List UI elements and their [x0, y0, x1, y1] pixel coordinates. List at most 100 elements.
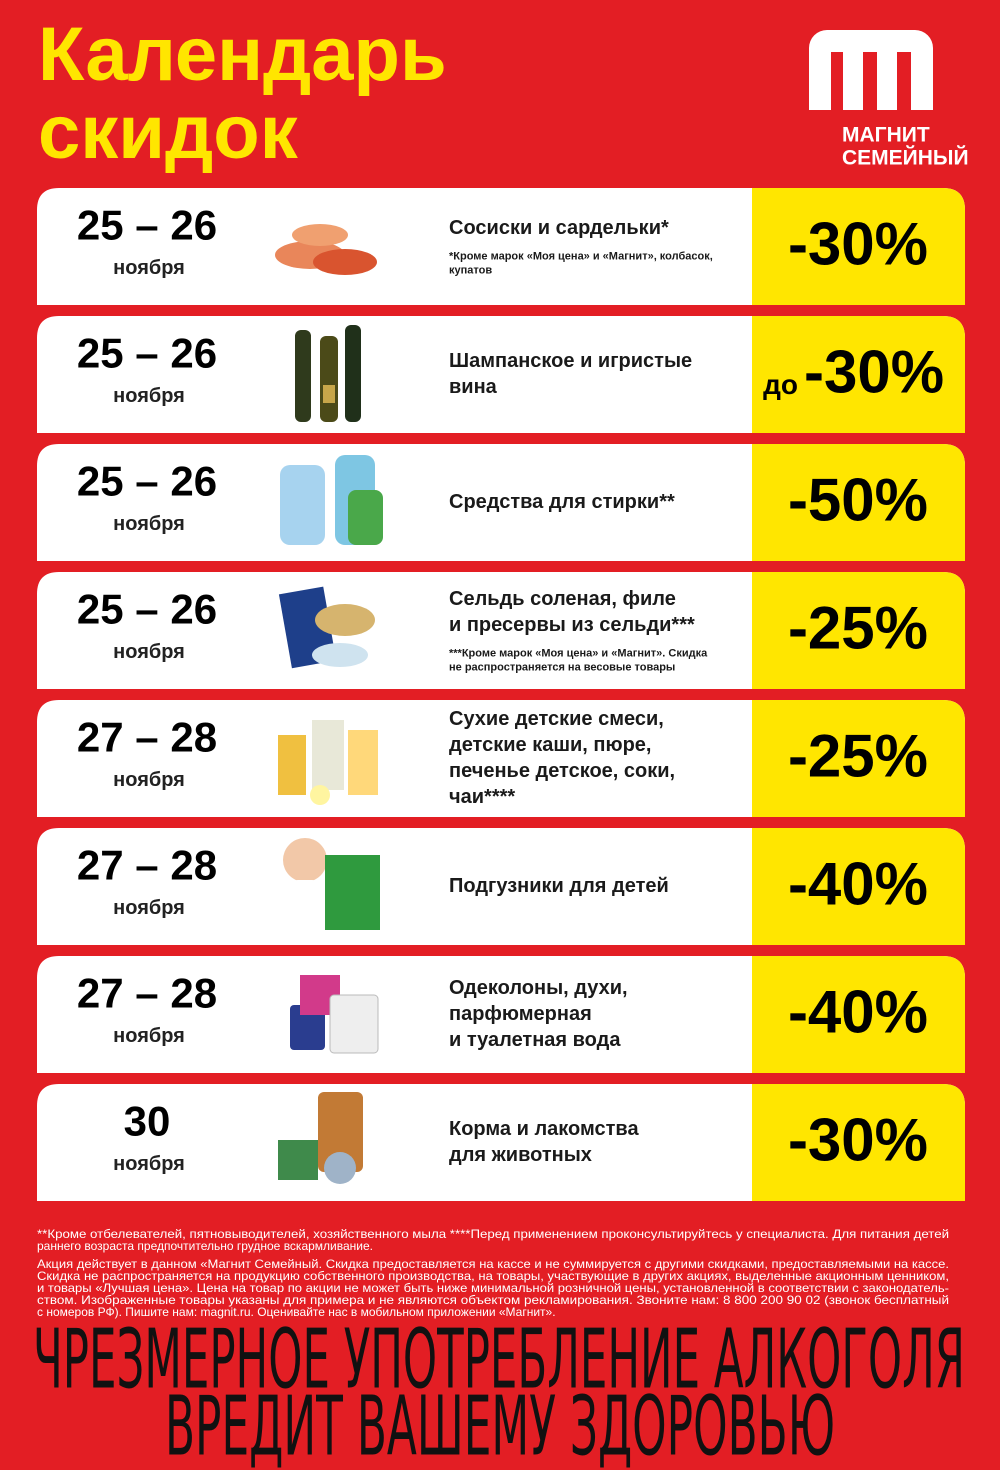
footnote: раннего возраста предпочтительно грудное…	[37, 1239, 373, 1253]
card	[37, 188, 965, 305]
offer-card: 27 – 28 ноября Одеколоны, духи, парфюмерная…	[37, 956, 965, 1073]
discount-prefix: до	[763, 369, 798, 400]
product-name: печенье детское, соки,	[449, 760, 675, 782]
product-name: Корма и лакомства	[449, 1118, 639, 1140]
product-name: Средства для стирки**	[449, 491, 675, 513]
dates: 25 – 26	[77, 330, 217, 377]
product-image	[312, 720, 344, 790]
product-name: Сосиски и сардельки*	[449, 217, 669, 239]
title: скидок	[38, 90, 299, 175]
product-image	[329, 994, 379, 1054]
dates: 30	[124, 1098, 171, 1145]
logo-icon	[809, 30, 933, 110]
product-name: Сухие детские смеси,	[449, 708, 664, 730]
product-image	[318, 1092, 363, 1172]
product-name: Шампанское и игристые	[449, 350, 692, 372]
footnote: Акция действует в данном «Магнит Семейны…	[37, 1257, 949, 1271]
discount: -30%	[788, 210, 928, 277]
discount: -25%	[788, 594, 928, 661]
card	[37, 1084, 965, 1201]
logo-text: МАГНИТ	[842, 124, 930, 147]
product-image	[320, 336, 338, 422]
product-name: Одеколоны, духи,	[449, 977, 628, 999]
month: ноября	[113, 385, 185, 407]
product-name: парфюмерная	[449, 1003, 592, 1025]
product-name: и пресервы из сельди***	[449, 614, 695, 636]
month: ноября	[113, 769, 185, 791]
card	[37, 316, 965, 433]
discount: -40%	[788, 850, 928, 917]
discount-box	[752, 572, 965, 689]
discount-box	[752, 828, 965, 945]
product-image	[315, 604, 375, 636]
card	[37, 572, 965, 689]
offer-card: 30 ноября Корма и лакомства для животных -30…	[37, 1084, 965, 1201]
product-image	[325, 855, 380, 930]
product-image	[292, 224, 348, 246]
product-image	[290, 1005, 325, 1050]
offer-card: 25 – 26 ноября Сосиски и сардельки* *Кроме …	[37, 188, 965, 305]
dates: 27 – 28	[77, 714, 217, 761]
month: ноября	[113, 257, 185, 279]
product-image	[280, 465, 325, 545]
offer-card: 27 – 28 ноября Сухие детские смеси, детские…	[37, 700, 965, 817]
dates: 27 – 28	[77, 842, 217, 889]
product-note: не распространяется на весовые товары	[449, 661, 675, 673]
discount-box	[752, 188, 965, 305]
offer-card: 25 – 26 ноября Сельдь соленая, филе и пресе…	[37, 572, 965, 689]
product-note: *Кроме марок «Моя цена» и «Магнит», колб…	[449, 250, 713, 262]
discount: -30%	[804, 338, 944, 405]
discount: -40%	[788, 978, 928, 1045]
month: ноября	[113, 897, 185, 919]
product-image	[295, 330, 311, 422]
discount-box	[752, 956, 965, 1073]
title: Календарь	[38, 12, 447, 97]
product-note: ***Кроме марок «Моя цена» и «Магнит». Ск…	[449, 647, 708, 659]
discount-box	[752, 316, 965, 433]
dates: 25 – 26	[77, 202, 217, 249]
health-warning: ЧРЕЗМЕРНОЕ УПОТРЕБЛЕНИЕ АЛКОГОЛЯ	[33, 1312, 965, 1407]
offers: 25 – 26 ноября Сосиски и сардельки* *Кроме …	[37, 188, 965, 1201]
card	[37, 956, 965, 1073]
footnote: с номеров РФ). Пишите нам: magnit.ru. Оц…	[37, 1305, 556, 1319]
product-note: купатов	[449, 264, 492, 276]
card	[37, 828, 965, 945]
product-image	[278, 1140, 318, 1180]
product-name: для животных	[449, 1144, 592, 1166]
health-warning: ВРЕДИТ ВАШЕМУ ЗДОРОВЬЮ	[165, 1379, 835, 1470]
month: ноября	[113, 1153, 185, 1175]
footnote: и товары «Лучшая цена». Цена на товар по…	[37, 1281, 949, 1295]
month: ноября	[113, 513, 185, 535]
product-name: вина	[449, 376, 498, 398]
product-image	[290, 880, 320, 925]
product-image	[345, 325, 361, 422]
footnote: ством. Изображенные товары указаны для п…	[37, 1293, 949, 1307]
discount: -25%	[788, 722, 928, 789]
product-image	[310, 785, 330, 805]
product-image	[312, 643, 368, 667]
logo: МАГНИТ СЕМЕЙНЫЙ	[809, 30, 969, 170]
footnote: Скидка не распространяется на продукцию …	[37, 1269, 949, 1283]
offer-card: 25 – 26 ноября Шампанское и игристые вина до…	[37, 316, 965, 433]
product-image	[348, 490, 383, 545]
product-image	[348, 730, 378, 795]
product-name: Подгузники для детей	[449, 875, 669, 897]
product-image	[323, 385, 335, 403]
product-image	[324, 1152, 356, 1184]
product-image	[283, 838, 327, 882]
discount: -50%	[788, 466, 928, 533]
footnote: **Кроме отбелевателей, пятновыводителей,…	[37, 1227, 949, 1241]
product-image	[278, 735, 306, 795]
discount: -30%	[788, 1106, 928, 1173]
month: ноября	[113, 641, 185, 663]
card	[37, 700, 965, 817]
dates: 25 – 26	[77, 458, 217, 505]
product-name: чаи****	[449, 786, 515, 808]
offer-card: 27 – 28 ноября Подгузники для детей -40%	[37, 828, 965, 945]
product-image	[313, 249, 377, 275]
discount-box	[752, 444, 965, 561]
dates: 25 – 26	[77, 586, 217, 633]
discount-box	[752, 700, 965, 817]
